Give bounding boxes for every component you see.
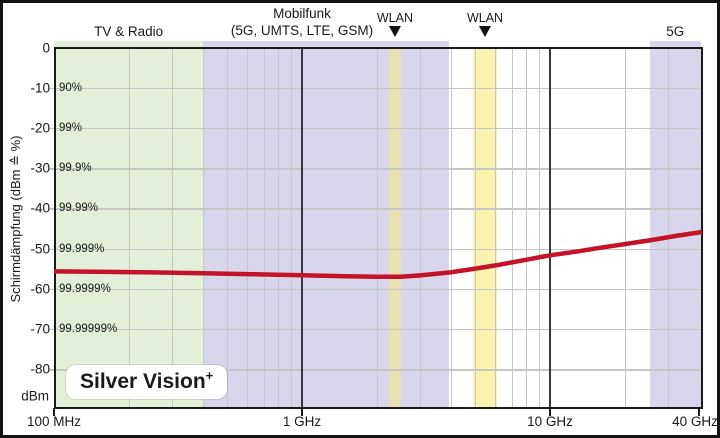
y-axis-unit-label: dBm — [21, 388, 49, 404]
product-name-superscript: + — [205, 368, 214, 383]
plot-border — [54, 47, 703, 409]
product-name-box: Silver Vision+ — [66, 365, 228, 399]
silver-vision-attenuation-curve — [53, 229, 703, 280]
y-axis-title: Schirmdämpfung (dBm ≙ %) — [8, 135, 23, 303]
attenuation-curve-svg — [53, 229, 703, 280]
product-name-text: Silver Vision — [80, 370, 206, 393]
